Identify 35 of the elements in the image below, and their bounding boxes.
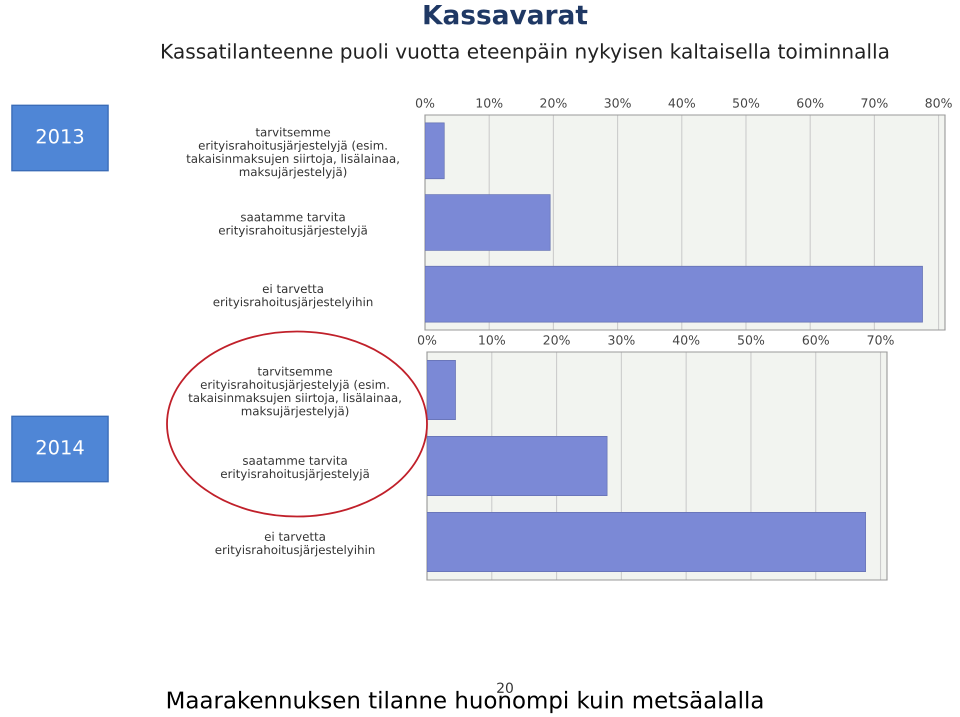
chart-title: Kassavarat: [424, 5, 588, 25]
x-tick-label: 0%: [416, 98, 434, 108]
x-tick-label: 50%: [733, 98, 760, 108]
x-tick-label: 20%: [540, 98, 567, 108]
y-tick-label: tarvitsemme erityisrahoitusjärjestelyjä (esim. takaisinmaksujen siirtoja, lisälainaa, maksujärjestelyjä): [188, 366, 401, 418]
x-tick-label: 60%: [797, 98, 824, 108]
y-tick-label: ei tarvetta erityisrahoitusjärjestelyihin: [213, 284, 372, 309]
y-tick-label: saatamme tarvita erityisrahoitusjärjestelyjä: [220, 456, 369, 480]
bar: [425, 122, 445, 180]
x-tick-label: 30%: [604, 98, 631, 108]
y-tick-label: tarvitsemme erityisrahoitusjärjestelyjä (esim. takaisinmaksujen siirtoja, lisälainaa, maksujärjestelyjä): [186, 127, 399, 178]
x-tick-label: 60%: [802, 335, 829, 345]
bar: [427, 512, 866, 572]
x-tick-label: 70%: [868, 335, 894, 345]
x-tick-label: 40%: [672, 335, 700, 345]
bar: [427, 436, 608, 496]
text: 2013: [36, 128, 84, 144]
x-tick-label: 70%: [862, 98, 888, 108]
text: 2014: [36, 440, 84, 455]
text: Maarakennuksen tilanne huonompi kuin metsäalalla: [168, 690, 762, 714]
text: 20: [497, 682, 513, 694]
bar: [425, 266, 923, 322]
chart-subtitle: Kassatilanteenne puoli vuotta eteenpäin nykyisen kaltaisella toiminnalla: [162, 43, 888, 63]
x-tick-label: 30%: [608, 335, 635, 345]
x-tick-label: 50%: [738, 335, 764, 345]
x-tick-label: 80%: [926, 98, 952, 108]
x-tick-label: 20%: [544, 335, 570, 345]
x-tick-label: 0%: [418, 335, 436, 345]
bar: [425, 194, 551, 251]
x-tick-label: 10%: [479, 335, 505, 345]
y-tick-label: ei tarvetta erityisrahoitusjärjestelyihin: [215, 532, 374, 556]
x-tick-label: 40%: [668, 98, 695, 108]
bar: [427, 360, 456, 420]
x-tick-label: 10%: [476, 98, 502, 108]
y-tick-label: saatamme tarvita erityisrahoitusjärjestelyjä: [218, 212, 367, 237]
